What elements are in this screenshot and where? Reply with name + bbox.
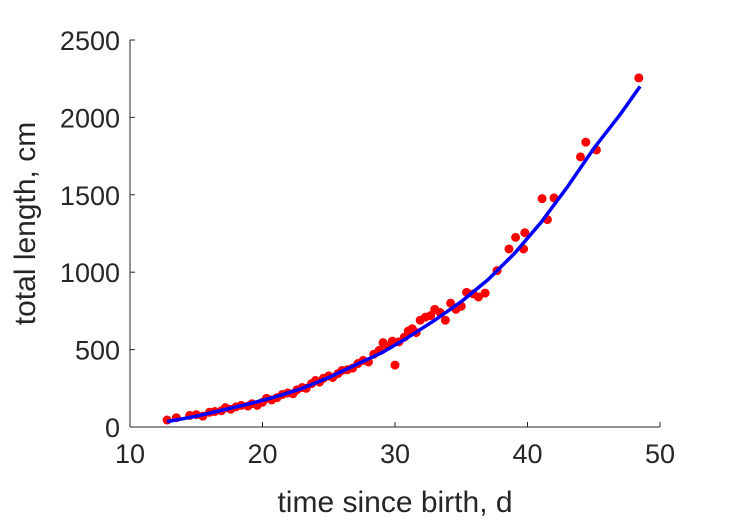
y-tick-label: 2000: [60, 103, 120, 133]
x-tick-label: 20: [247, 439, 277, 469]
plot-series: [162, 73, 644, 425]
x-tick-label: 30: [380, 439, 410, 469]
y-tick-label: 500: [75, 336, 120, 366]
y-axis-label: total length, cm: [9, 122, 42, 325]
data-point: [634, 73, 644, 83]
x-tick-label: 10: [115, 439, 145, 469]
y-tick-label: 1500: [60, 181, 120, 211]
y-ticks: 0 500 1000 1500 2000 2500: [60, 26, 135, 443]
data-point: [576, 152, 585, 162]
data-point: [473, 292, 483, 302]
data-point: [581, 137, 591, 147]
data-point: [390, 360, 400, 370]
fit-curve: [166, 85, 642, 424]
x-ticks: 10 20 30 40 50: [115, 422, 675, 469]
y-tick-label: 2500: [60, 26, 120, 56]
data-point: [440, 315, 450, 325]
data-point: [520, 228, 530, 238]
x-axis-label: time since birth, d: [277, 486, 512, 519]
x-tick-label: 40: [512, 439, 542, 469]
data-point: [504, 244, 514, 254]
y-tick-label: 0: [105, 413, 120, 443]
data-point: [480, 288, 490, 298]
y-tick-label: 1000: [60, 258, 120, 288]
data-point: [537, 194, 547, 204]
data-point: [511, 232, 521, 242]
x-tick-label: 50: [645, 439, 675, 469]
